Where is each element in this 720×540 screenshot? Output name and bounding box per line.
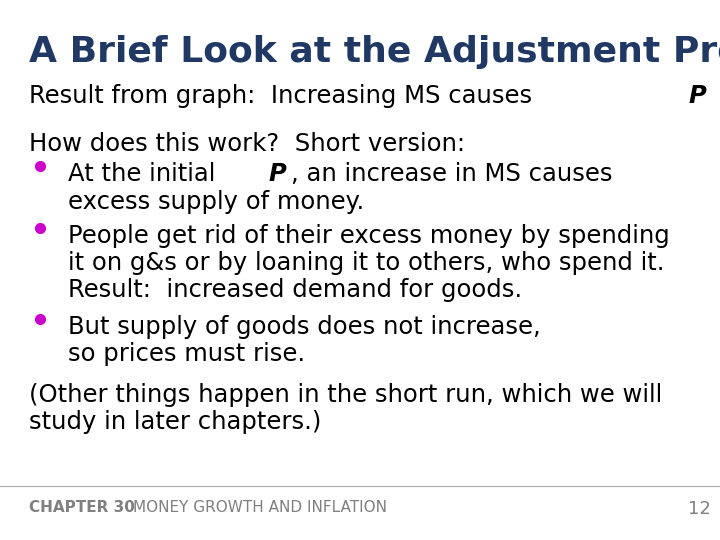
- Text: 12: 12: [688, 500, 711, 517]
- Text: study in later chapters.): study in later chapters.): [29, 410, 321, 434]
- Text: excess supply of money.: excess supply of money.: [68, 190, 364, 214]
- Text: At the initial: At the initial: [68, 162, 223, 186]
- Text: How does this work?  Short version:: How does this work? Short version:: [29, 132, 465, 156]
- Text: it on g&s or by loaning it to others, who spend it.: it on g&s or by loaning it to others, wh…: [68, 251, 665, 275]
- Text: A Brief Look at the Adjustment Process: A Brief Look at the Adjustment Process: [29, 35, 720, 69]
- Text: P: P: [688, 84, 706, 107]
- Text: People get rid of their excess money by spending: People get rid of their excess money by …: [68, 224, 670, 248]
- Text: Result from graph:  Increasing MS causes: Result from graph: Increasing MS causes: [29, 84, 540, 107]
- Text: (Other things happen in the short run, which we will: (Other things happen in the short run, w…: [29, 383, 662, 407]
- Text: MONEY GROWTH AND INFLATION: MONEY GROWTH AND INFLATION: [133, 500, 387, 515]
- Text: , an increase in MS causes: , an increase in MS causes: [292, 162, 613, 186]
- Text: to rise.: to rise.: [711, 84, 720, 107]
- Text: CHAPTER 30: CHAPTER 30: [29, 500, 135, 515]
- Text: But supply of goods does not increase,: But supply of goods does not increase,: [68, 315, 541, 339]
- Text: Result:  increased demand for goods.: Result: increased demand for goods.: [68, 278, 523, 302]
- Text: P: P: [269, 162, 287, 186]
- Text: so prices must rise.: so prices must rise.: [68, 342, 305, 366]
